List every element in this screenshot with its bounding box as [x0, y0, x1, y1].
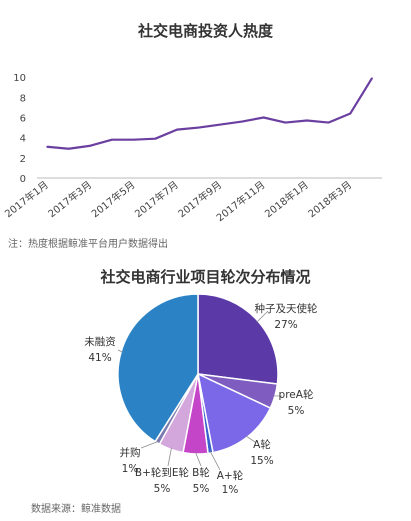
pie-leader-line [256, 310, 269, 323]
heat-data-point [371, 77, 373, 79]
pie-chart-title: 社交电商行业项目轮次分布情况 [100, 268, 311, 286]
pie-slice-percent: 41% [88, 352, 111, 364]
heat-data-point [176, 128, 178, 131]
pie-slice-percent: 1% [122, 463, 139, 475]
pie-slice-percent: 1% [222, 484, 239, 496]
pie-leader-line [167, 447, 172, 467]
heat-data-point [67, 147, 70, 150]
y-tick-label: 4 [20, 134, 26, 145]
pie-leader-line [195, 452, 202, 467]
heat-data-point [262, 116, 265, 119]
pie-slice-label: preA轮 [279, 388, 314, 401]
pie-slice-label: B+轮到E轮 [135, 466, 190, 479]
pie-slice-percent: 5% [193, 483, 210, 495]
pie-slice-percent: 27% [274, 319, 297, 331]
data-source-note: 数据来源：鲸准数据 [31, 504, 121, 515]
heat-data-point [154, 137, 157, 140]
pie-slice-label: 未融资 [84, 336, 116, 348]
pie-leader-line [140, 441, 159, 449]
pie-slice-label: A轮 [253, 438, 271, 451]
pie-leader-line [117, 349, 123, 353]
heat-data-point [349, 112, 352, 115]
y-tick-label: 0 [20, 174, 26, 185]
line-chart-note: 注：热度根据鲸准平台用户数据得出 [8, 239, 168, 250]
heat-data-point [284, 121, 287, 124]
line-chart-title: 社交电商投资人热度 [137, 22, 273, 40]
y-tick-label: 10 [13, 73, 26, 84]
heat-data-point [132, 138, 135, 141]
heat-data-point [327, 121, 330, 124]
heat-data-point [306, 119, 308, 122]
pie-slice-label: B轮 [192, 466, 210, 479]
heat-data-point [197, 126, 200, 129]
pie-leader-line [209, 451, 221, 471]
pie-slice-label: 并购 [120, 446, 141, 459]
pie-leader-line [245, 435, 256, 443]
heat-data-point [111, 138, 113, 141]
heat-line-series [46, 77, 373, 150]
pie-slice-label: 种子及天使轮 [255, 302, 318, 315]
heat-data-point [46, 145, 48, 148]
y-tick-label: 8 [20, 93, 26, 104]
pie-slice-percent: 5% [288, 405, 305, 417]
pie-slice-label: A+轮 [217, 469, 244, 482]
y-tick-label: 6 [20, 114, 26, 125]
pie-slice-percent: 15% [250, 455, 273, 467]
pie-slice [196, 372, 272, 454]
pie-slice-percent: 5% [154, 483, 171, 495]
y-tick-label: 2 [20, 154, 26, 165]
line-chart: 02468102017年1月2017年3月2017年5月2017年7月2017年… [2, 73, 382, 224]
heat-data-point [89, 144, 92, 147]
heat-data-point [219, 123, 222, 126]
heat-data-point [241, 120, 243, 123]
